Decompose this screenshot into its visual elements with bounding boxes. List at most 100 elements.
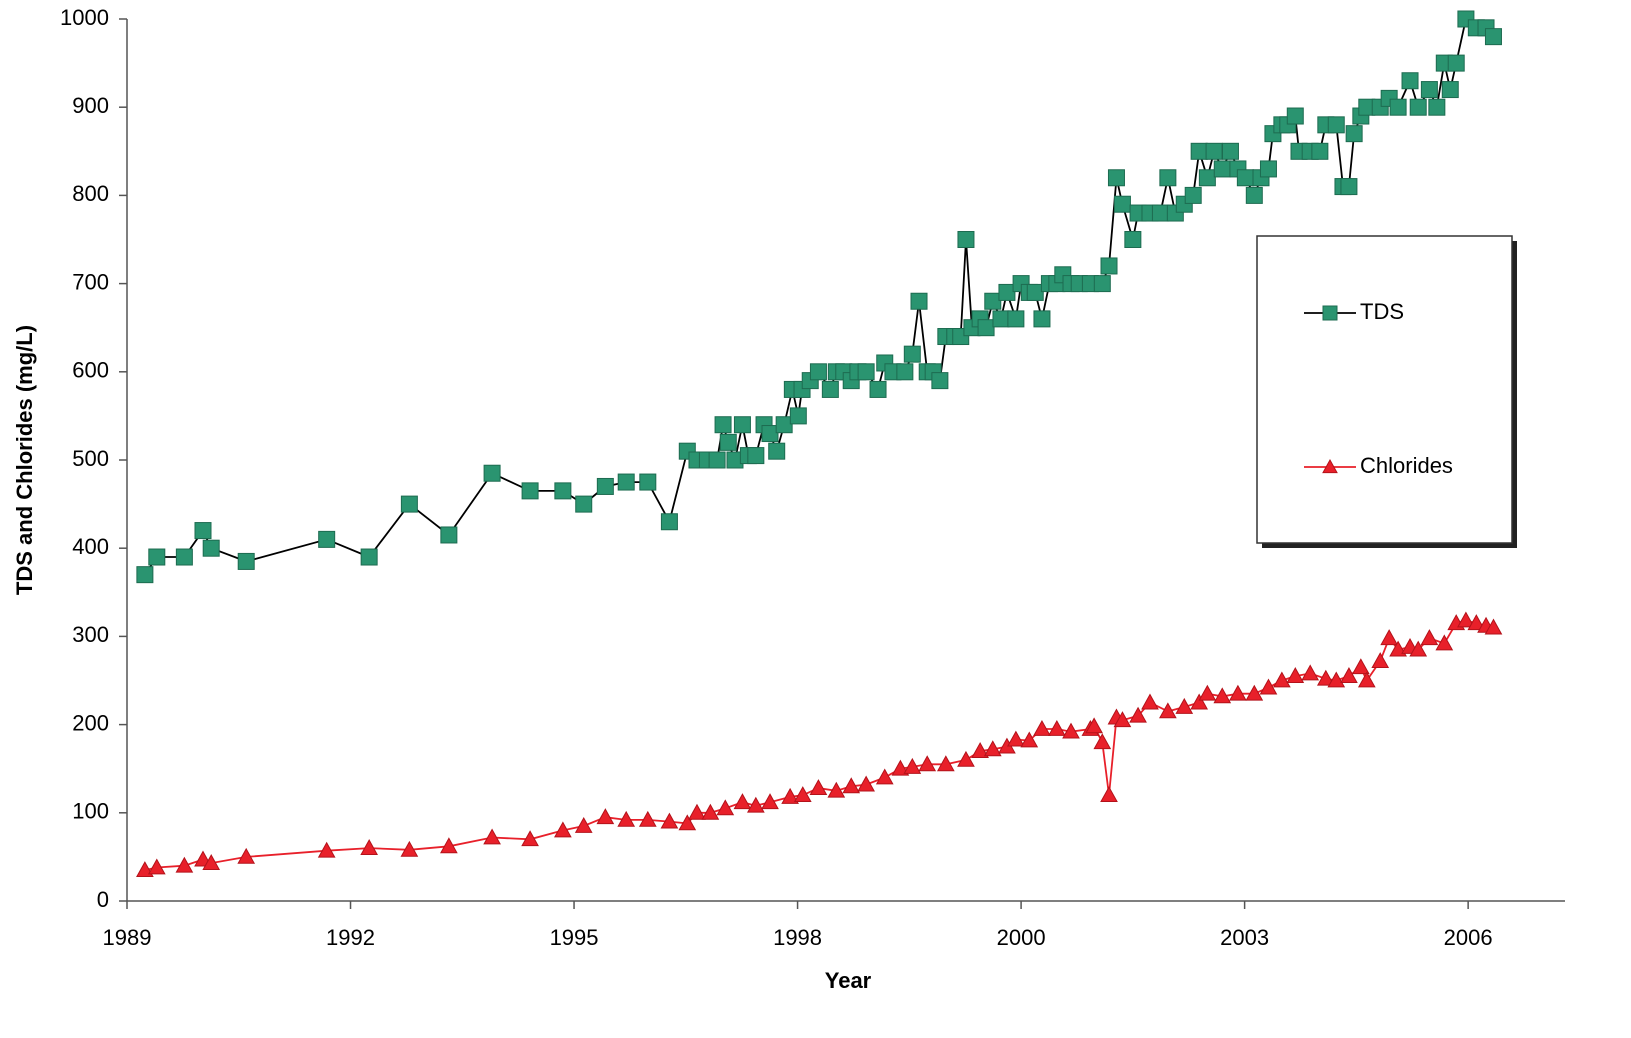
y-tick-label: 900 xyxy=(72,93,109,118)
marker xyxy=(857,363,875,381)
marker xyxy=(1221,142,1239,160)
marker xyxy=(400,840,419,857)
marker xyxy=(957,231,975,248)
marker xyxy=(318,530,336,548)
marker xyxy=(719,433,737,451)
marker xyxy=(1327,671,1346,688)
marker xyxy=(1184,186,1202,204)
marker xyxy=(869,380,887,398)
y-tick-label: 0 xyxy=(97,887,109,912)
marker xyxy=(1286,107,1304,125)
marker xyxy=(708,451,726,469)
marker xyxy=(1007,730,1025,747)
marker xyxy=(660,513,678,531)
marker xyxy=(789,407,807,425)
marker xyxy=(1026,283,1044,301)
marker xyxy=(747,447,765,465)
marker xyxy=(1340,178,1358,196)
marker xyxy=(575,495,593,513)
marker xyxy=(660,812,679,829)
marker xyxy=(1007,310,1025,328)
marker xyxy=(1428,98,1446,116)
marker xyxy=(1351,658,1370,675)
marker xyxy=(1205,142,1223,160)
x-tick-label: 2000 xyxy=(997,925,1046,950)
marker xyxy=(638,810,657,827)
marker xyxy=(1420,81,1438,99)
legend-box xyxy=(1256,235,1513,544)
marker xyxy=(1033,310,1051,328)
x-tick-label: 2003 xyxy=(1220,925,1269,950)
marker xyxy=(1198,684,1217,701)
marker xyxy=(1100,257,1118,275)
marker xyxy=(1484,618,1503,635)
marker xyxy=(1213,687,1232,704)
marker xyxy=(733,793,752,810)
marker xyxy=(554,482,572,500)
marker xyxy=(440,837,458,854)
marker xyxy=(237,847,256,864)
marker xyxy=(678,814,697,831)
marker xyxy=(1190,142,1208,160)
marker xyxy=(761,793,779,810)
marker xyxy=(936,755,955,772)
marker xyxy=(1175,697,1194,714)
marker xyxy=(1085,717,1103,734)
marker xyxy=(1467,614,1486,631)
y-tick-label: 600 xyxy=(72,358,109,383)
marker xyxy=(1093,733,1112,750)
marker xyxy=(983,740,1002,757)
marker xyxy=(1441,81,1459,99)
marker xyxy=(896,363,914,381)
x-tick-label: 1998 xyxy=(773,925,822,950)
marker xyxy=(875,768,894,785)
marker xyxy=(1151,204,1169,222)
marker xyxy=(827,781,846,798)
marker xyxy=(809,779,828,796)
marker xyxy=(1357,671,1376,688)
marker xyxy=(521,830,539,847)
marker xyxy=(733,416,751,434)
marker xyxy=(1380,629,1399,646)
y-tick-label: 100 xyxy=(72,799,109,824)
marker xyxy=(175,856,194,873)
marker xyxy=(1316,669,1335,686)
marker xyxy=(1062,722,1080,739)
marker xyxy=(237,552,255,570)
marker xyxy=(317,841,336,858)
y-tick-label: 700 xyxy=(72,269,109,294)
y-tick-label: 500 xyxy=(72,446,109,471)
marker xyxy=(617,473,635,491)
marker xyxy=(1401,72,1419,90)
marker xyxy=(1259,160,1277,178)
marker xyxy=(1340,667,1358,683)
marker xyxy=(1020,731,1039,748)
marker xyxy=(1327,116,1345,134)
marker xyxy=(714,416,732,434)
legend-label: TDS xyxy=(1360,299,1404,324)
marker xyxy=(1245,684,1264,701)
marker xyxy=(957,750,975,767)
marker xyxy=(521,482,539,500)
marker xyxy=(554,821,572,838)
marker xyxy=(1273,671,1291,688)
marker xyxy=(1229,684,1247,701)
marker xyxy=(483,464,501,482)
marker xyxy=(781,787,799,804)
marker xyxy=(1301,664,1320,681)
y-tick-label: 800 xyxy=(72,181,109,206)
x-tick-label: 2006 xyxy=(1444,925,1493,950)
marker xyxy=(574,817,593,833)
marker xyxy=(1457,611,1475,628)
marker xyxy=(1389,98,1407,116)
marker xyxy=(1033,719,1051,736)
marker xyxy=(1093,275,1111,293)
marker xyxy=(1236,169,1254,187)
marker xyxy=(1113,195,1131,213)
y-tick-label: 200 xyxy=(72,710,109,735)
x-axis-title: Year xyxy=(825,968,872,993)
marker xyxy=(596,808,615,825)
marker xyxy=(688,803,706,820)
marker xyxy=(903,345,921,363)
